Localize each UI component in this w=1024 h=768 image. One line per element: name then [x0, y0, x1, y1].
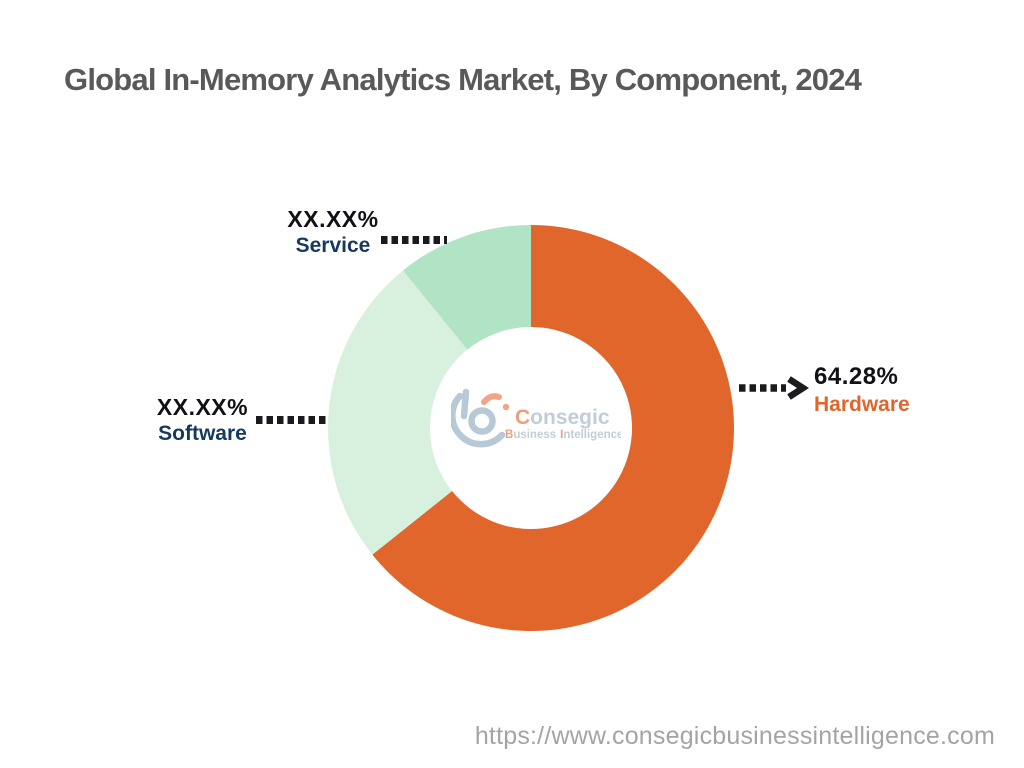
hardware-leader-arrow [739, 376, 810, 400]
consegic-logo: Consegic Business Intelligence [451, 388, 621, 448]
hardware-label: Hardware [814, 392, 910, 416]
segment-service [402, 225, 531, 350]
service-callout: XX.XX% Service [283, 206, 383, 259]
software-callout: XX.XX% Software [150, 394, 255, 447]
software-value: XX.XX% [156, 394, 249, 420]
segment-hardware [372, 225, 734, 631]
logo-name: Consegic [515, 406, 610, 429]
segment-software [328, 270, 468, 555]
hardware-callout: 64.28% Hardware [814, 363, 954, 417]
software-label: Software [158, 422, 247, 446]
logo-subtitle: Business Intelligence [505, 429, 621, 441]
hardware-value: 64.28% [814, 363, 899, 390]
source-url: https://www.consegicbusinessintelligence… [474, 722, 995, 750]
donut-chart [328, 225, 734, 631]
chart-title: Global In-Memory Analytics Market, By Co… [64, 62, 862, 97]
service-label: Service [295, 234, 371, 258]
service-value: XX.XX% [287, 206, 379, 232]
arrow-head-icon [787, 376, 810, 400]
service-leader-line [381, 236, 447, 244]
consegic-logo-mark-icon [451, 388, 510, 448]
software-leader-line [256, 416, 329, 424]
